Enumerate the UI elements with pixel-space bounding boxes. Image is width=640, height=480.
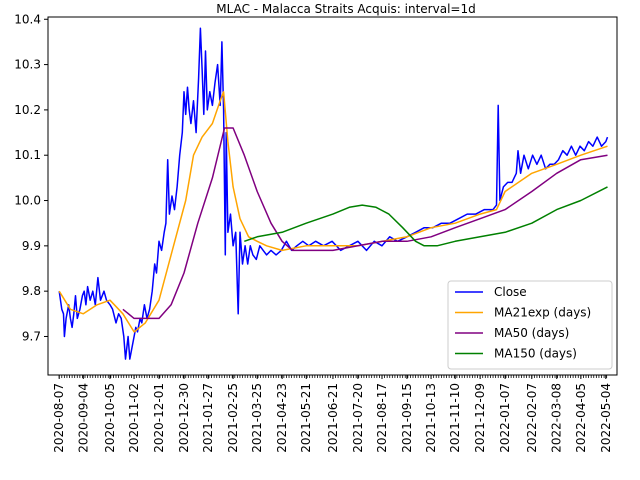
legend-label-ma50-days: MA50 (days) bbox=[494, 326, 569, 340]
x-tick-label: 2022-05-04 bbox=[599, 383, 613, 453]
legend-label-close: Close bbox=[494, 285, 527, 299]
series-line-ma50-days bbox=[122, 127, 608, 320]
x-tick-label: 2021-03-25 bbox=[250, 383, 264, 453]
x-tick-label: 2020-09-04 bbox=[76, 383, 90, 453]
legend-box bbox=[447, 280, 613, 370]
x-tick-label: 2020-10-05 bbox=[103, 383, 117, 453]
x-tick-label: 2020-12-30 bbox=[177, 383, 191, 453]
x-tick-label: 2021-04-23 bbox=[275, 383, 289, 453]
y-tick-label: 9.8 bbox=[22, 284, 41, 298]
x-tick-label: 2020-12-01 bbox=[152, 383, 166, 453]
x-tick-label: 2022-01-07 bbox=[498, 383, 512, 453]
x-tick-label: 2022-04-05 bbox=[574, 383, 588, 453]
x-axis: 2020-08-07 2020-09-04 2020-10-05 2020-11-02… bbox=[52, 375, 613, 453]
y-axis: 9.7 9.8 9.9 10.0 10.1 10.2 10.3 10.4 bbox=[14, 12, 48, 343]
y-tick-label: 10.3 bbox=[14, 58, 41, 72]
x-tick-label: 2021-08-17 bbox=[375, 383, 389, 453]
series-line-ma150-days bbox=[244, 186, 608, 247]
x-tick-label: 2020-11-02 bbox=[127, 383, 141, 453]
y-tick-label: 9.7 bbox=[22, 329, 41, 343]
x-tick-label: 2021-01-27 bbox=[201, 383, 215, 453]
x-tick-label: 2020-08-07 bbox=[52, 383, 66, 453]
legend-label-ma21exp-days: MA21exp (days) bbox=[494, 306, 591, 320]
legend-label-ma150-days: MA150 (days) bbox=[494, 347, 577, 361]
x-tick-label: 2021-09-15 bbox=[400, 383, 414, 453]
y-tick-label: 10.1 bbox=[14, 148, 41, 162]
chart-title: MLAC - Malacca Straits Acquis: interval=… bbox=[216, 2, 475, 16]
x-tick-label: 2021-12-09 bbox=[473, 383, 487, 453]
x-tick-label: 2021-07-20 bbox=[351, 383, 365, 453]
y-tick-label: 10.2 bbox=[14, 103, 41, 117]
y-tick-label: 9.9 bbox=[22, 239, 41, 253]
x-tick-label: 2021-05-21 bbox=[299, 383, 313, 453]
y-tick-label: 10.4 bbox=[14, 12, 41, 26]
x-tick-label: 2022-02-07 bbox=[525, 383, 539, 453]
x-tick-label: 2022-03-08 bbox=[550, 383, 564, 453]
y-tick-label: 10.0 bbox=[14, 194, 41, 208]
series-line-ma21exp-days bbox=[58, 91, 608, 333]
x-tick-label: 2021-06-21 bbox=[326, 383, 340, 453]
x-tick-label: 2021-11-10 bbox=[448, 383, 462, 453]
plot-lines bbox=[58, 27, 609, 360]
legend: Close MA21exp (days) MA50 (days) MA150 (day… bbox=[447, 280, 613, 370]
x-tick-label: 2021-10-13 bbox=[424, 383, 438, 453]
series-line-close bbox=[58, 27, 609, 360]
x-tick-label: 2021-02-25 bbox=[226, 383, 240, 453]
